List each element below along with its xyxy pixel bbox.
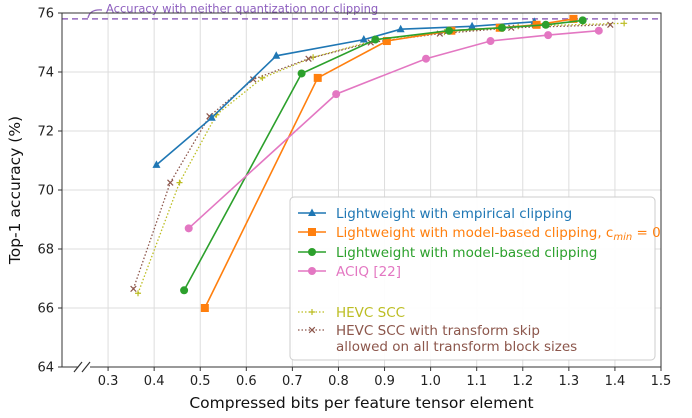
legend-label: HEVC SCC <box>336 305 405 321</box>
legend-swatch-marker <box>309 309 315 315</box>
series-line <box>188 29 599 229</box>
series-3 <box>184 26 603 233</box>
y-tick-label: 70 <box>37 184 54 199</box>
x-tick-label: 0.5 <box>190 374 211 389</box>
data-point <box>468 21 477 30</box>
reference-arrow <box>87 9 103 19</box>
x-tick-label: 1.2 <box>512 374 533 389</box>
axis-break-mark <box>73 361 83 373</box>
legend-label: Lightweight with model-based clipping, c… <box>336 225 661 243</box>
x-tick-label: 0.9 <box>374 374 395 389</box>
data-point <box>569 14 578 23</box>
legend-swatch-marker <box>308 326 316 334</box>
data-point <box>445 26 454 35</box>
legend-entry: ACIQ [22] <box>298 264 401 280</box>
legend-entry: Lightweight with model-based clipping, c… <box>298 225 661 243</box>
x-axis-label: Compressed bits per feature tensor eleme… <box>189 394 533 412</box>
legend-swatch-marker <box>308 228 316 236</box>
series-2 <box>180 16 587 295</box>
data-point <box>297 69 306 78</box>
data-point <box>249 76 257 83</box>
data-point <box>135 290 142 297</box>
y-tick-label: 72 <box>37 125 54 140</box>
reference-line-label: Accuracy with neither quantization nor c… <box>106 2 378 16</box>
x-tick-label: 1.4 <box>605 374 626 389</box>
data-point <box>541 20 550 29</box>
axis-break-gap <box>78 363 90 371</box>
legend-label: HEVC SCC with transform skip <box>336 323 540 339</box>
legend-swatch-marker <box>308 248 316 256</box>
data-point <box>594 26 603 35</box>
y-tick-label: 76 <box>37 7 54 22</box>
data-point <box>305 55 312 62</box>
y-tick-label: 64 <box>37 361 54 376</box>
x-tick-label: 0.6 <box>236 374 257 389</box>
y-tick-label: 74 <box>37 66 54 81</box>
data-point <box>486 37 495 46</box>
x-tick-label: 0.3 <box>98 374 119 389</box>
data-point <box>396 24 405 33</box>
axes: 64 66 68 70 72 74 76 0.3 0.4 0.5 0.6 0.7 0.8 0.9 1.0 1.… <box>37 7 671 390</box>
axis-break-mark <box>81 361 91 373</box>
legend-swatch-marker <box>308 208 316 216</box>
data-point <box>130 285 137 293</box>
legend-label: ACIQ [22] <box>336 264 401 280</box>
data-point <box>578 16 587 25</box>
x-tick-label: 0.8 <box>328 374 349 389</box>
data-point <box>422 54 431 63</box>
y-tick-label: 66 <box>37 302 54 317</box>
data-point <box>498 23 507 32</box>
x-tick-label: 1.1 <box>466 374 487 389</box>
data-point <box>359 35 368 43</box>
legend-label: allowed on all transform block sizes <box>336 339 577 355</box>
data-point <box>313 73 322 82</box>
x-tick-label: 1.3 <box>559 374 580 389</box>
x-tick-label: 1.0 <box>420 374 441 389</box>
x-tick-label: 1.5 <box>651 374 672 389</box>
legend-entry: Lightweight with empirical clipping <box>298 206 572 222</box>
data-point <box>272 51 281 59</box>
data-point <box>544 31 553 40</box>
series-5 <box>130 21 614 293</box>
x-tick-label: 0.4 <box>144 374 165 389</box>
data-point <box>332 90 341 99</box>
data-point <box>207 113 216 121</box>
y-axis-label: Top-1 accuracy (%) <box>6 116 24 265</box>
data-point <box>382 37 391 46</box>
legend-label: Lightweight with model-based clipping <box>336 245 597 261</box>
legend-swatch-marker <box>308 267 316 275</box>
data-point <box>200 304 209 312</box>
data-point <box>167 179 174 186</box>
legend-box <box>289 196 656 361</box>
data-point <box>152 160 161 168</box>
data-point <box>371 35 380 44</box>
reference-line-group: Accuracy with neither quantization nor c… <box>62 2 661 20</box>
legend: Lightweight with empirical clipping Light… <box>289 196 661 361</box>
data-point <box>184 224 193 233</box>
series-group <box>130 14 628 312</box>
data-point <box>180 286 189 295</box>
x-tick-label: 0.7 <box>282 374 303 389</box>
legend-entry: Lightweight with model-based clipping <box>298 245 597 261</box>
data-point <box>621 20 628 27</box>
y-tick-label: 68 <box>37 243 54 258</box>
data-point <box>176 179 183 186</box>
legend-entry: HEVC SCC <box>298 305 405 321</box>
legend-label: Lightweight with empirical clipping <box>336 206 572 222</box>
data-point <box>607 21 614 29</box>
